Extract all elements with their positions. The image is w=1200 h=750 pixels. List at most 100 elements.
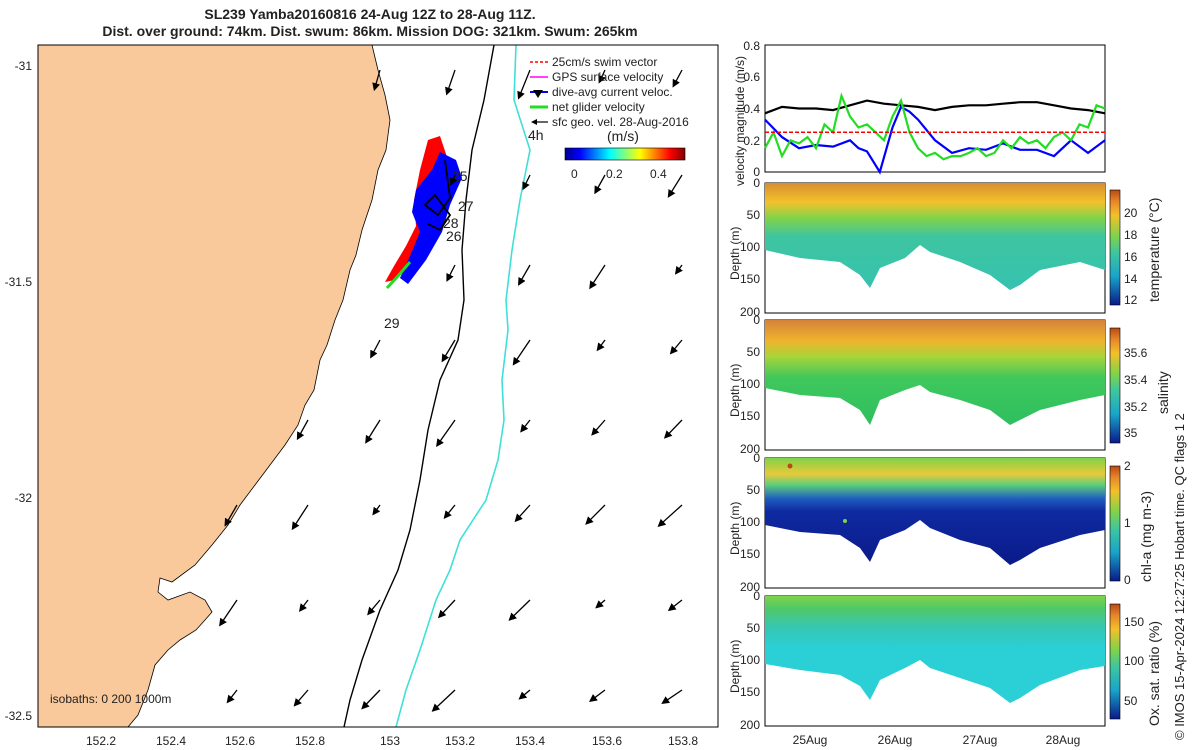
depth-tick: 150 — [740, 547, 760, 561]
chlorophyll-panel: 0 50 100 150 200 Depth (m) 0 1 2 chl-a (… — [728, 451, 1154, 594]
sal-cbar-tick: 35 — [1124, 426, 1138, 440]
temperature-colorbar-label: temperature (°C) — [1146, 198, 1162, 302]
velocity-arrow — [370, 339, 381, 359]
temperature-colorbar — [1109, 189, 1121, 306]
depth-tick: 150 — [740, 685, 760, 699]
title-line-1: SL239 Yamba20160816 24-Aug 12Z to 28-Aug… — [204, 6, 536, 22]
x-tick: 153.8 — [668, 734, 698, 748]
salinity-colorbar — [1109, 327, 1121, 444]
depth-tick: 100 — [740, 377, 760, 391]
legend-item-dive: dive-avg current veloc. — [552, 85, 673, 99]
map-colorbar-label: (m/s) — [607, 128, 639, 144]
map-legend: 25cm/s swim vector GPS surface velocity … — [530, 55, 689, 129]
vel-y-tick: 0.4 — [743, 102, 760, 116]
net-velocity-green — [385, 261, 412, 290]
map-colorbar-tick: 0.2 — [606, 167, 623, 181]
isobath-200 — [343, 45, 495, 727]
annotation-4h: 4h — [528, 127, 544, 143]
velocity-arrow — [657, 504, 683, 528]
vel-y-tick: 0.2 — [743, 134, 760, 148]
copyright-text: © IMOS 15-Apr-2024 12:27:25 Hobart time.… — [1172, 413, 1187, 740]
velocity-arrow — [518, 264, 531, 286]
depth-label: Depth (m) — [728, 227, 742, 280]
velocity-arrow — [588, 689, 606, 702]
isobath-1000 — [395, 45, 531, 727]
velocity-arrow — [667, 174, 683, 198]
velocity-arrow — [296, 419, 309, 441]
velocity-arrow — [446, 264, 456, 282]
oxygen-colorbar — [1109, 603, 1121, 720]
salinity-colorbar-label: salinity — [1155, 371, 1171, 414]
velocity-arrow — [293, 689, 309, 707]
date-tick: 27Aug — [963, 733, 998, 747]
velocity-arrow — [591, 419, 606, 436]
velocity-arrow — [674, 264, 683, 275]
ox-cbar-tick: 100 — [1124, 654, 1144, 668]
depth-tick: 50 — [747, 483, 761, 497]
annotation-28: 28 — [443, 215, 459, 231]
oxygen-colorbar-label: Ox. sat. ratio (%) — [1146, 621, 1162, 726]
velocity-arrow — [672, 69, 683, 88]
temp-cbar-tick: 14 — [1124, 272, 1138, 286]
vel-y-tick: 0.6 — [743, 70, 760, 84]
annotation-27: 27 — [458, 198, 474, 214]
depth-tick: 50 — [747, 345, 761, 359]
chl-cbar-tick: 2 — [1124, 459, 1131, 473]
velocity-arrow — [449, 174, 458, 187]
depth-tick: 50 — [747, 621, 761, 635]
legend-item-gps: GPS surface velocity — [552, 70, 663, 84]
figure-title: SL239 Yamba20160816 24-Aug 12Z to 28-Aug… — [30, 6, 710, 40]
chl-cbar-tick: 0 — [1124, 573, 1131, 587]
velocity-arrow — [224, 504, 238, 527]
velocity-series-line-1 — [764, 105, 1106, 175]
temp-cbar-tick: 18 — [1124, 228, 1138, 242]
x-tick: 152.4 — [156, 734, 186, 748]
salinity-field — [765, 320, 1105, 425]
velocity-arrow — [437, 599, 456, 619]
ox-cbar-tick: 150 — [1124, 615, 1144, 629]
dive-avg-current-blue — [400, 152, 462, 284]
depth-tick: 150 — [740, 409, 760, 423]
y-tick: -31 — [15, 59, 33, 73]
velocity-arrow — [372, 504, 381, 516]
velocity-arrow — [522, 174, 531, 191]
vel-y-tick: 0 — [753, 165, 760, 179]
depth-tick: 0 — [753, 451, 760, 465]
y-tick: -31.5 — [5, 275, 33, 289]
map-colorbar-tick: 0.4 — [650, 167, 667, 181]
oxygen-field — [765, 596, 1105, 703]
x-tick: 153 — [380, 734, 400, 748]
velocity-arrow — [598, 69, 606, 84]
temp-cbar-tick: 16 — [1124, 250, 1138, 264]
velocity-arrow — [596, 339, 606, 352]
map-panel: 4h 25 27 28 26 29 25cm/s swim vector GPS… — [5, 44, 719, 748]
velocity-arrow — [431, 689, 456, 712]
title-line-2: Dist. over ground: 74km. Dist. swum: 86k… — [102, 23, 638, 39]
temp-cbar-tick: 20 — [1124, 206, 1138, 220]
depth-tick: 100 — [740, 515, 760, 529]
date-tick: 25Aug — [793, 733, 828, 747]
velocity-arrow — [518, 689, 531, 700]
velocity-arrow — [219, 599, 238, 627]
legend-swatch-geo-arrow — [531, 119, 537, 125]
y-tick: -32.5 — [5, 709, 33, 723]
depth-tick: 200 — [740, 442, 760, 456]
x-tick: 152.8 — [295, 734, 325, 748]
map-colorbar-bar — [564, 147, 686, 161]
x-tick: 152.2 — [86, 734, 116, 748]
velocity-arrow — [514, 504, 531, 523]
date-axis: 25Aug 26Aug 27Aug 28Aug — [793, 733, 1081, 747]
x-tick: 152.6 — [225, 734, 255, 748]
velocity-arrow — [667, 599, 683, 612]
velocity-arrow — [663, 419, 683, 439]
velocity-arrow — [594, 174, 606, 195]
date-tick: 28Aug — [1046, 733, 1081, 747]
velocity-arrow — [367, 599, 381, 616]
velocity-arrow — [372, 69, 381, 92]
velocity-arrow — [661, 689, 683, 705]
sal-cbar-tick: 35.6 — [1124, 346, 1148, 360]
velocity-arrow — [441, 339, 456, 363]
annotation-26: 26 — [446, 228, 462, 244]
x-tick: 153.6 — [592, 734, 622, 748]
